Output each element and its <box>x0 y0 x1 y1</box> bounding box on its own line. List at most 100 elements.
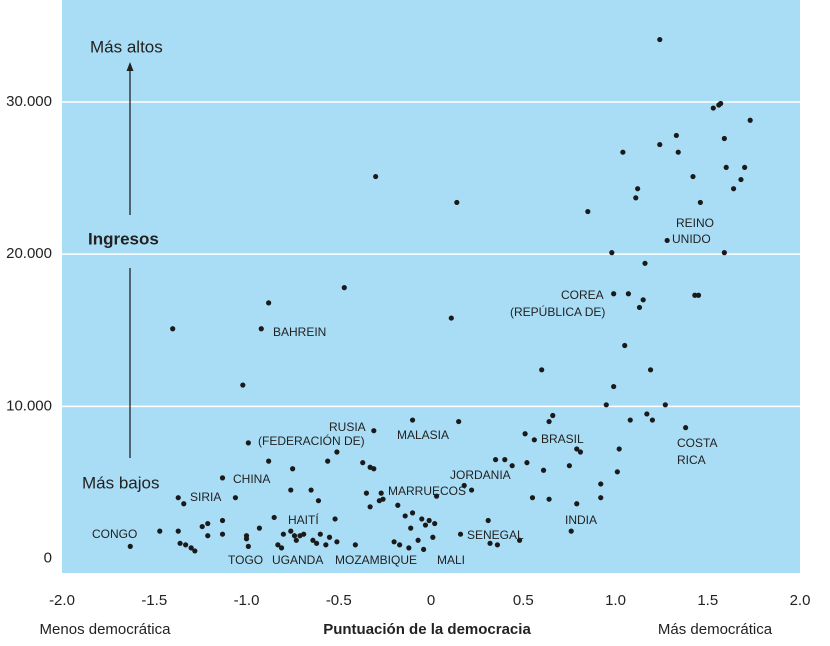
point <box>391 539 397 545</box>
point <box>620 149 626 155</box>
point <box>219 517 226 524</box>
point <box>730 186 737 192</box>
point <box>127 543 133 549</box>
point <box>205 520 211 527</box>
y-tick-label: 10.000 <box>6 397 52 414</box>
point <box>622 342 628 349</box>
point <box>256 525 263 531</box>
country-label: CHINA <box>233 472 270 486</box>
point <box>266 300 272 306</box>
point <box>614 469 620 475</box>
point <box>426 517 432 524</box>
point <box>456 418 462 425</box>
point <box>177 540 183 546</box>
point <box>397 542 403 548</box>
point <box>419 516 425 522</box>
point <box>291 533 298 539</box>
point <box>430 534 436 540</box>
point <box>494 542 501 548</box>
point <box>577 449 584 455</box>
y-bottom-label: Más bajos <box>82 473 159 492</box>
point <box>271 514 277 521</box>
x-tick-label: 1.0 <box>605 592 626 609</box>
point <box>395 502 401 508</box>
point <box>627 417 633 423</box>
point <box>644 411 650 417</box>
point <box>245 543 251 549</box>
y-tick-label: 20.000 <box>6 245 52 262</box>
country-label: SIRIA <box>190 490 221 504</box>
country-label: MALASIA <box>397 428 449 442</box>
country-label: BAHREIN <box>273 325 326 339</box>
point <box>675 149 681 155</box>
country-label: SENEGAL <box>467 528 524 542</box>
point <box>421 546 427 553</box>
point <box>371 428 377 434</box>
point <box>323 542 329 548</box>
country-label: COREA <box>561 288 604 302</box>
point <box>408 525 414 531</box>
point <box>199 523 205 530</box>
point <box>433 493 440 499</box>
point <box>636 304 643 311</box>
point <box>485 517 491 524</box>
point <box>598 481 604 487</box>
x-tick-label: 0 <box>427 592 435 609</box>
point <box>301 531 307 537</box>
point <box>461 482 467 489</box>
country-label: JORDANIA <box>450 468 511 482</box>
country-label: HAITÍ <box>288 512 319 527</box>
point <box>280 531 286 537</box>
x-tick-label: -0.5 <box>326 592 352 609</box>
point <box>373 173 379 180</box>
point <box>258 326 264 332</box>
country-label: CONGO <box>92 527 137 541</box>
point <box>468 487 475 493</box>
point <box>718 100 724 107</box>
y-tick-label: 30.000 <box>6 93 52 110</box>
country-label: (REPÚBLICA DE) <box>510 304 605 319</box>
point <box>371 466 377 472</box>
x-tick-label: 0.5 <box>513 592 534 609</box>
point <box>738 176 744 183</box>
point <box>531 437 537 443</box>
point <box>243 536 250 542</box>
point <box>290 466 296 472</box>
point <box>609 250 615 256</box>
point <box>611 291 617 297</box>
point <box>540 467 547 473</box>
point <box>625 291 632 297</box>
point <box>170 326 176 332</box>
point <box>721 135 727 142</box>
point <box>326 534 333 540</box>
point <box>288 528 294 534</box>
point <box>409 510 416 516</box>
point <box>367 504 373 510</box>
point <box>232 495 239 501</box>
point <box>183 542 189 548</box>
point <box>415 537 421 543</box>
point <box>509 463 515 469</box>
point <box>598 495 604 501</box>
point <box>657 141 663 148</box>
point <box>642 260 648 266</box>
country-label: COSTA <box>677 436 717 450</box>
point <box>673 132 679 139</box>
plot-area <box>62 0 800 573</box>
point <box>566 463 572 469</box>
point <box>487 540 493 546</box>
point <box>692 292 698 298</box>
country-label: BRASIL <box>541 432 584 446</box>
point <box>710 105 716 111</box>
country-label: MARRUECOS <box>388 484 466 498</box>
point <box>378 490 384 496</box>
point <box>380 496 386 502</box>
point <box>293 537 299 543</box>
point <box>332 516 338 522</box>
point <box>266 458 272 464</box>
x-tick-label: 1.5 <box>697 592 718 609</box>
point <box>574 501 580 507</box>
point <box>219 475 226 481</box>
point <box>422 522 429 528</box>
